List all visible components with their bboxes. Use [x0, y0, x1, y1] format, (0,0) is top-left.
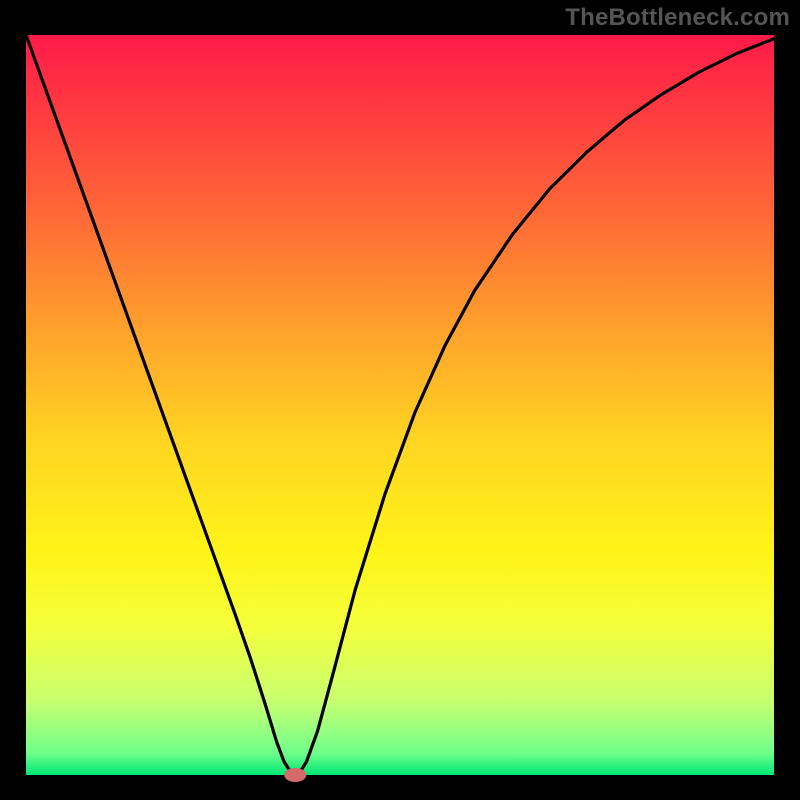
chart-container: TheBottleneck.com	[0, 0, 800, 800]
optimal-point-marker	[284, 768, 306, 782]
plot-background	[26, 35, 774, 775]
bottleneck-chart	[0, 0, 800, 800]
